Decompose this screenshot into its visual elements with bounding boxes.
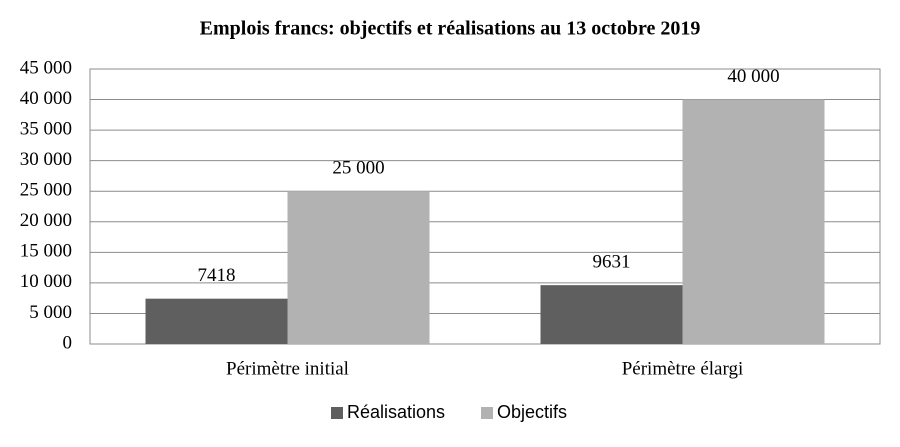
y-tick-label: 30 000	[20, 149, 72, 170]
y-tick-label: 10 000	[20, 271, 72, 292]
y-tick-label: 5 000	[29, 302, 72, 323]
x-tick-label: Périmètre initial	[226, 358, 349, 379]
legend-label: Objectifs	[497, 402, 567, 422]
bar	[540, 285, 683, 344]
x-tick-label: Périmètre élargi	[622, 358, 744, 379]
y-tick-label: 40 000	[20, 88, 72, 109]
y-tick-label: 15 000	[20, 241, 72, 262]
data-label: 9631	[593, 252, 631, 273]
legend-swatch	[331, 407, 343, 419]
y-tick-label: 35 000	[20, 118, 72, 139]
legend-swatch	[481, 407, 493, 419]
data-label: 25 000	[332, 158, 384, 179]
bar	[145, 298, 288, 344]
legend-label: Réalisations	[347, 402, 445, 422]
y-tick-label: 0	[63, 332, 73, 353]
data-label: 40 000	[727, 66, 779, 87]
plot-border	[89, 68, 881, 345]
data-label: 7418	[198, 265, 236, 286]
bar	[682, 99, 825, 344]
y-tick-label: 25 000	[20, 180, 72, 201]
y-tick-label: 45 000	[20, 57, 72, 78]
bar	[287, 191, 430, 344]
y-tick-label: 20 000	[20, 210, 72, 231]
chart-title: Emplois francs: objectifs et réalisation…	[200, 18, 701, 40]
